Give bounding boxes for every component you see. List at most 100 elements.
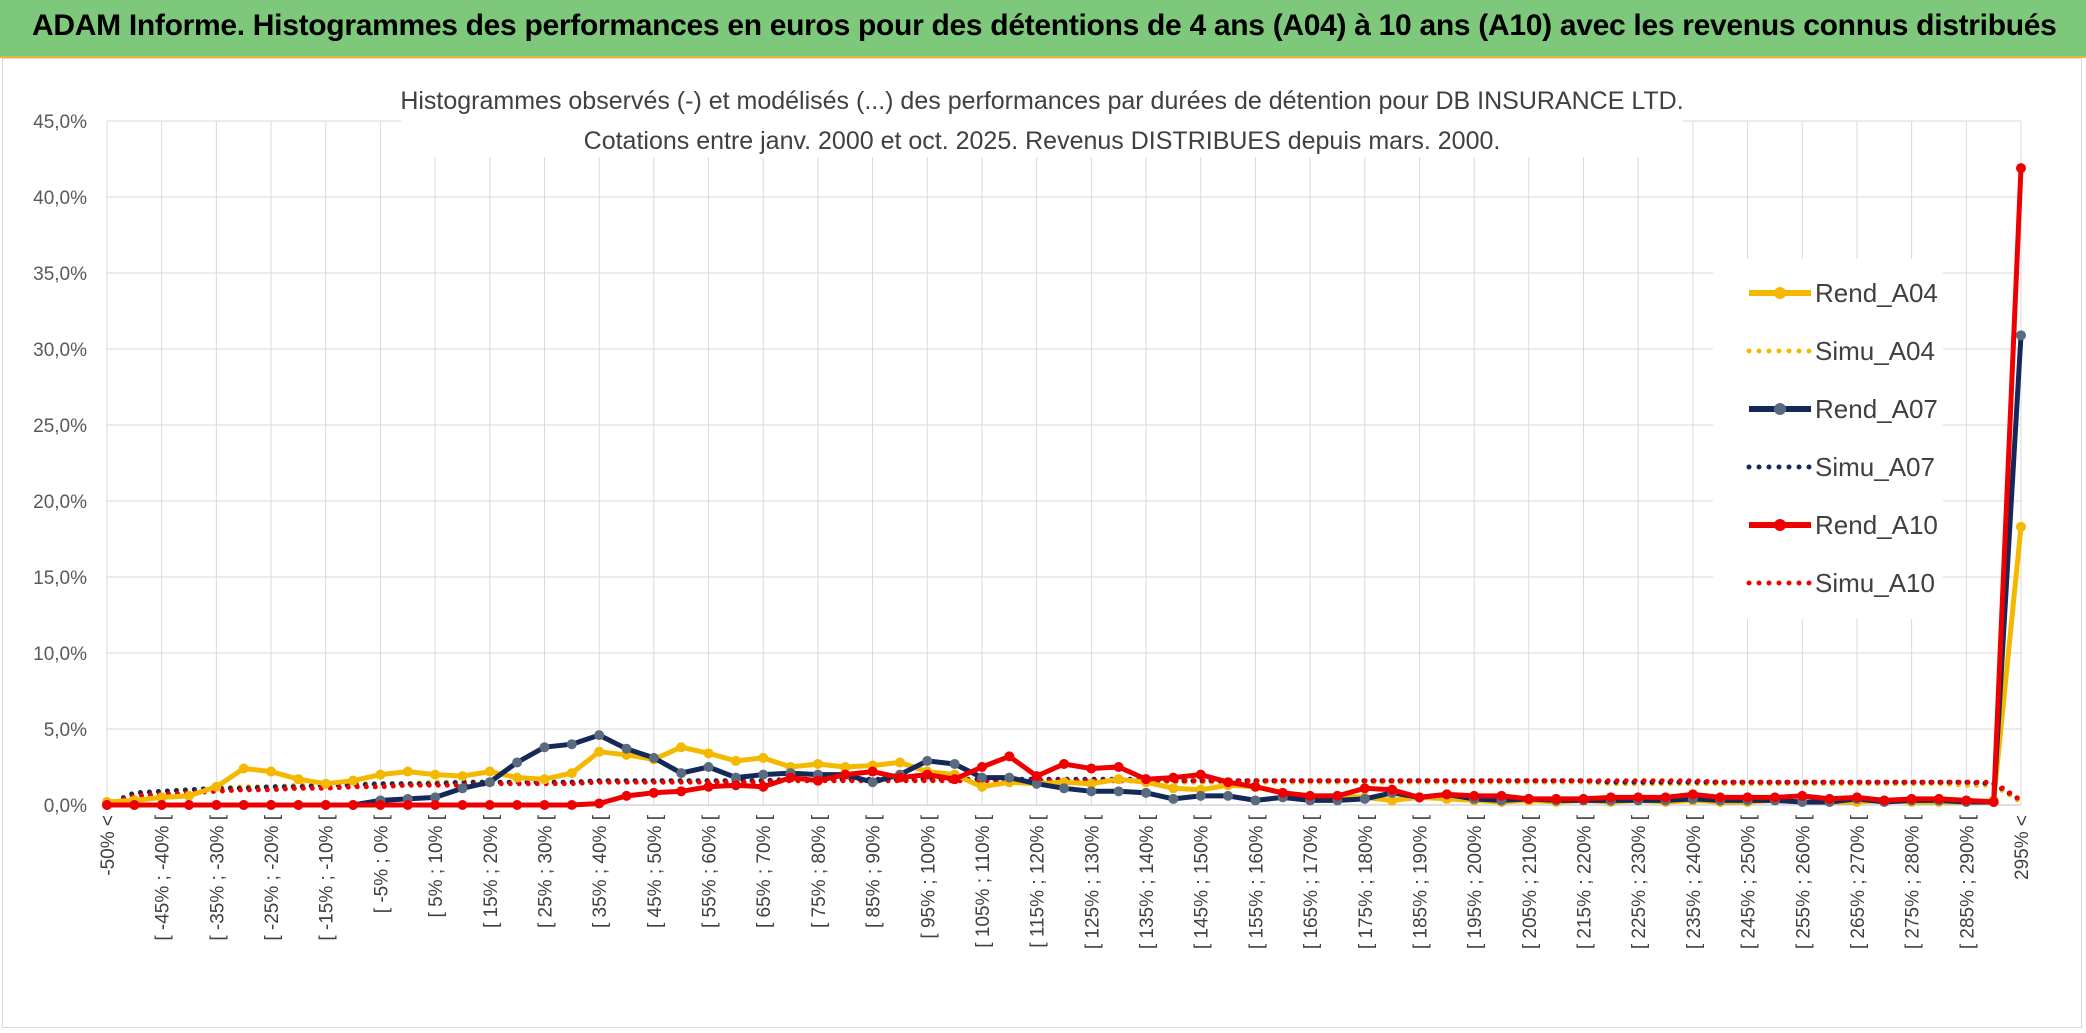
legend-marker — [1774, 403, 1786, 415]
data-point — [1113, 774, 1124, 785]
data-point — [430, 792, 441, 803]
chart-title: Histogrammes observés (-) et modélisés (… — [400, 87, 1683, 115]
y-tick-label: 10,0% — [33, 644, 87, 665]
x-tick-label: [ 95% ; 100% [ — [918, 814, 939, 938]
x-tick-label: [ 115% ; 120% [ — [1028, 814, 1049, 947]
data-point — [894, 772, 905, 783]
data-point — [1113, 762, 1124, 772]
x-tick-label: [ 45% ; 50% [ — [645, 814, 666, 928]
series-group — [102, 163, 2026, 810]
data-point — [676, 742, 687, 753]
data-point — [1660, 792, 1671, 803]
data-point — [1277, 787, 1288, 798]
data-point — [676, 768, 687, 779]
series-Simu_A07 — [104, 776, 2024, 808]
data-point — [1195, 769, 1206, 780]
title-background — [401, 79, 1683, 157]
legend-label: Simu_A07 — [1815, 452, 1935, 482]
data-point — [156, 792, 167, 803]
data-point — [457, 783, 468, 794]
x-tick-label: [ 135% ; 140% [ — [1137, 814, 1158, 949]
data-point — [1168, 793, 1179, 804]
y-tick-label: 5,0% — [44, 720, 87, 741]
data-point — [1633, 792, 1644, 803]
legend: Rend_A04 Simu_A04 Rend_A07 Simu_A07 Rend_A10… — [1713, 259, 1943, 619]
data-point — [266, 766, 277, 777]
data-point — [840, 769, 851, 780]
data-point — [1359, 793, 1370, 804]
data-point — [539, 800, 550, 810]
data-point — [1687, 789, 1698, 800]
x-tick-label: [ -15% ; -10% [ — [317, 814, 338, 940]
data-point — [1797, 790, 1808, 801]
x-tick-label: -50% < — [98, 815, 119, 876]
data-point — [238, 800, 249, 810]
data-point — [703, 781, 714, 792]
y-tick-label: 30,0% — [33, 340, 87, 361]
data-point — [484, 766, 495, 777]
data-point — [102, 800, 112, 810]
data-point — [402, 766, 413, 777]
data-point — [1469, 790, 1480, 801]
data-point — [566, 768, 577, 779]
legend-label: Rend_A04 — [1815, 278, 1938, 308]
data-point — [1523, 793, 1534, 804]
data-point — [949, 774, 960, 785]
data-point — [1961, 795, 1972, 806]
data-point — [703, 748, 714, 759]
data-point — [1031, 771, 1042, 782]
data-point — [894, 757, 905, 768]
series-line — [104, 776, 2024, 808]
x-tick-label: 295% < — [2012, 815, 2033, 880]
chart-subtitle: Cotations entre janv. 2000 et oct. 2025.… — [584, 127, 1501, 155]
x-tick-label: [ 125% ; 130% [ — [1082, 814, 1103, 949]
data-point — [1250, 795, 1261, 806]
x-tick-label: [ 235% ; 240% [ — [1684, 814, 1705, 949]
legend-marker — [1774, 287, 1786, 299]
data-point — [375, 769, 386, 780]
data-point — [1359, 783, 1370, 794]
x-tick-label: [ 65% ; 70% [ — [754, 814, 775, 928]
data-point — [676, 786, 687, 797]
x-tick-label: [ 175% ; 180% [ — [1356, 814, 1377, 949]
data-point — [1387, 795, 1398, 806]
data-point — [1824, 793, 1835, 804]
x-tick-label: [ 225% ; 230% [ — [1629, 814, 1650, 949]
data-point — [539, 774, 550, 785]
data-point — [266, 800, 277, 810]
data-point — [949, 758, 960, 769]
data-point — [976, 762, 987, 772]
data-point — [348, 800, 359, 810]
x-tick-label: [ 255% ; 260% [ — [1793, 814, 1814, 949]
grid-lines — [106, 120, 2022, 806]
data-point — [293, 774, 304, 785]
data-point — [1031, 778, 1042, 789]
data-point — [730, 780, 741, 791]
data-point — [1605, 792, 1616, 803]
y-tick-label: 35,0% — [33, 264, 87, 285]
data-point — [512, 800, 523, 810]
data-point — [867, 777, 878, 788]
data-point — [976, 772, 987, 783]
data-point — [2016, 163, 2026, 174]
data-point — [785, 772, 796, 783]
data-point — [1168, 783, 1179, 794]
x-tick-label: [ 25% ; 30% [ — [535, 814, 556, 928]
data-point — [1906, 793, 1917, 804]
data-point — [2016, 521, 2026, 532]
y-tick-label: 15,0% — [33, 568, 87, 589]
y-tick-label: 20,0% — [33, 492, 87, 513]
x-tick-label: [ 185% ; 190% [ — [1410, 814, 1431, 949]
data-point — [375, 800, 386, 810]
data-point — [320, 778, 331, 789]
data-point — [594, 798, 605, 809]
data-point — [1059, 758, 1069, 769]
y-axis: 0,0% 5,0% 10,0% 15,0% 20,0% 25,0% 30,0% 35,0% 40… — [33, 112, 87, 817]
x-tick-label: [ 105% ; 110% [ — [973, 814, 994, 947]
y-tick-label: 40,0% — [33, 188, 87, 209]
legend-marker — [1774, 519, 1786, 531]
data-point — [758, 781, 769, 792]
data-point — [156, 800, 167, 810]
data-point — [1195, 790, 1206, 801]
series-Rend_A10 — [102, 163, 2026, 810]
